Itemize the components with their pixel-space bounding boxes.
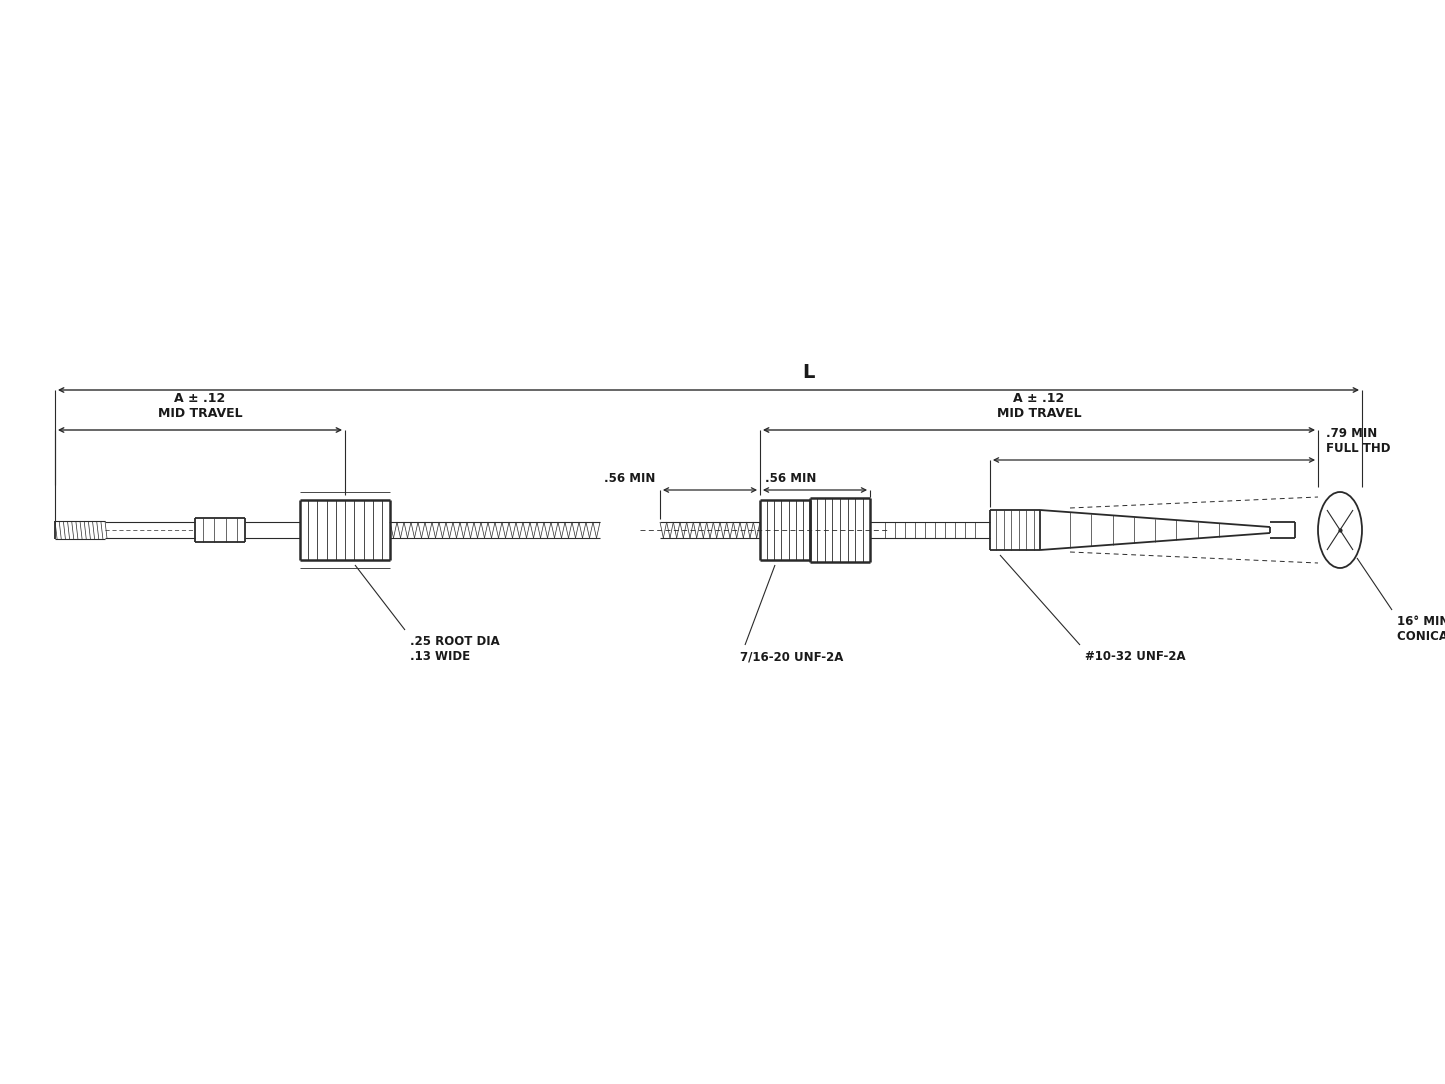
- Text: .56 MIN: .56 MIN: [764, 472, 816, 485]
- Text: 7/16-20 UNF-2A: 7/16-20 UNF-2A: [740, 650, 844, 663]
- Text: L: L: [802, 363, 815, 382]
- Text: #10-32 UNF-2A: #10-32 UNF-2A: [1085, 650, 1186, 663]
- Text: 16° MINIMUM
CONICAL SWIVEL: 16° MINIMUM CONICAL SWIVEL: [1397, 615, 1445, 643]
- Text: A ± .12
MID TRAVEL: A ± .12 MID TRAVEL: [997, 392, 1081, 420]
- Text: A ± .12
MID TRAVEL: A ± .12 MID TRAVEL: [158, 392, 243, 420]
- Text: .25 ROOT DIA
.13 WIDE: .25 ROOT DIA .13 WIDE: [410, 635, 500, 663]
- Text: .79 MIN
FULL THD: .79 MIN FULL THD: [1327, 427, 1390, 455]
- Text: .56 MIN: .56 MIN: [604, 472, 655, 485]
